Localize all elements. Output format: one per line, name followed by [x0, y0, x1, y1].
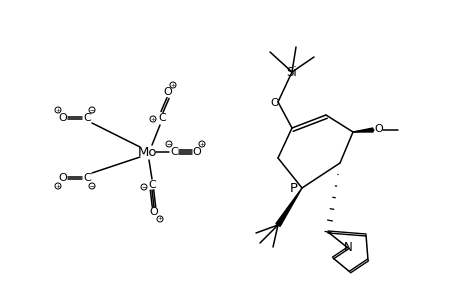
Text: O: O	[163, 87, 172, 97]
Text: −: −	[89, 184, 95, 188]
Polygon shape	[275, 188, 302, 226]
Text: O: O	[58, 173, 67, 183]
Text: C: C	[83, 113, 91, 123]
Text: −: −	[141, 184, 146, 190]
Text: C: C	[170, 147, 178, 157]
Text: P: P	[289, 182, 297, 196]
Text: Si: Si	[286, 65, 297, 79]
Text: +: +	[170, 82, 175, 88]
Text: −: −	[89, 107, 95, 112]
Text: +: +	[55, 107, 61, 112]
Text: −: −	[166, 142, 171, 146]
Text: C: C	[83, 173, 91, 183]
Text: +: +	[150, 116, 155, 122]
Text: O: O	[58, 113, 67, 123]
Text: C: C	[158, 113, 166, 123]
Text: Mo: Mo	[138, 146, 157, 158]
Text: O: O	[192, 147, 201, 157]
Text: O: O	[149, 207, 158, 217]
Polygon shape	[352, 128, 372, 132]
Text: +: +	[157, 217, 162, 221]
Text: N: N	[343, 242, 352, 254]
Text: +: +	[55, 184, 61, 188]
Text: +: +	[199, 142, 204, 146]
Text: O: O	[374, 124, 382, 134]
Text: O: O	[270, 98, 279, 108]
Text: C: C	[148, 180, 156, 190]
